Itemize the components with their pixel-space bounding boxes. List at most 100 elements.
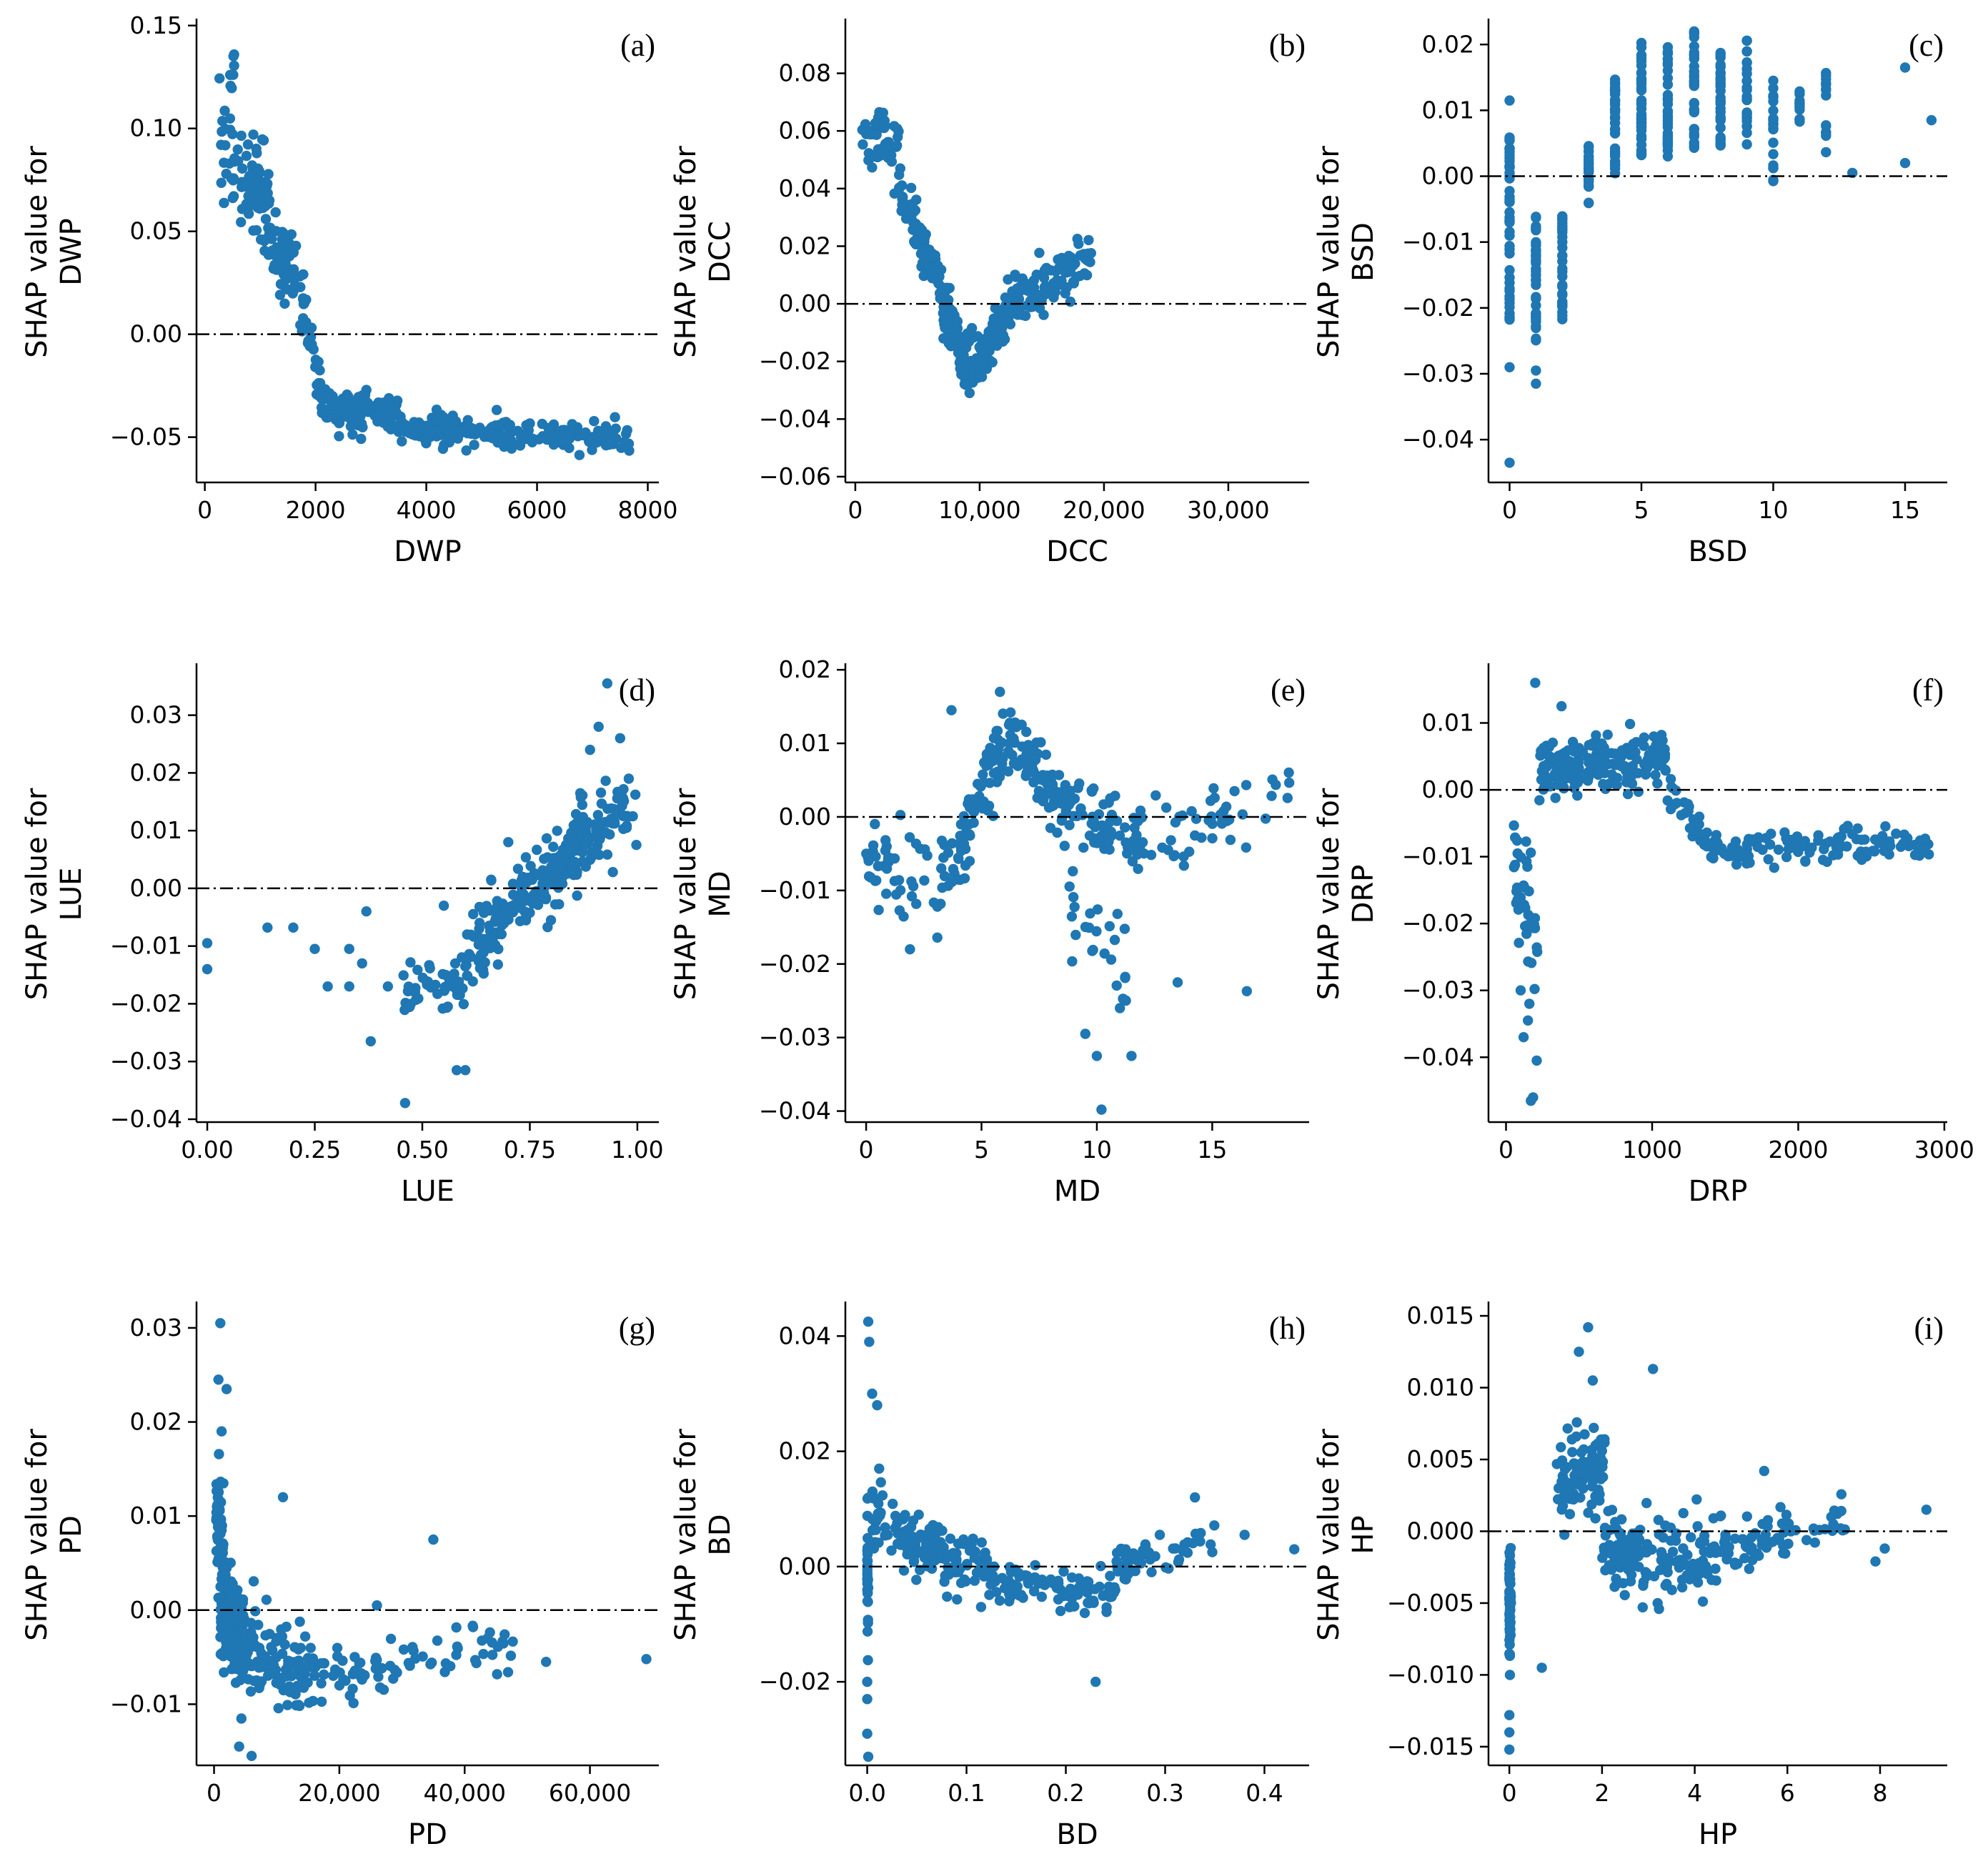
data-point bbox=[1891, 828, 1902, 839]
data-point bbox=[492, 959, 503, 970]
panel-tag: (a) bbox=[620, 28, 655, 63]
data-point bbox=[232, 144, 243, 155]
data-point bbox=[1554, 1482, 1564, 1494]
y-tick-label: 0.03 bbox=[130, 1314, 182, 1342]
data-point bbox=[874, 1463, 885, 1474]
data-point bbox=[319, 1658, 329, 1669]
data-point bbox=[234, 1741, 244, 1752]
data-point bbox=[1012, 283, 1023, 294]
data-point bbox=[1821, 70, 1832, 81]
y-axis-label: SHAP value forDRP bbox=[1313, 788, 1380, 1000]
data-point bbox=[356, 433, 367, 445]
data-point bbox=[863, 1317, 874, 1327]
x-tick-label: 8000 bbox=[618, 496, 678, 524]
scatter-points bbox=[202, 678, 642, 1109]
data-point bbox=[966, 1539, 977, 1550]
data-point bbox=[1509, 859, 1521, 871]
data-point bbox=[1004, 1596, 1015, 1607]
data-point bbox=[867, 1486, 878, 1497]
data-point bbox=[1534, 795, 1545, 805]
data-point bbox=[937, 1525, 948, 1536]
data-point bbox=[438, 412, 449, 423]
data-point bbox=[1611, 780, 1622, 790]
data-point bbox=[1038, 793, 1049, 804]
y-tick-label: −0.04 bbox=[1402, 425, 1474, 453]
data-point bbox=[1679, 797, 1689, 808]
data-point bbox=[332, 1651, 343, 1662]
data-point bbox=[243, 1659, 254, 1670]
data-point bbox=[905, 1522, 917, 1532]
data-point bbox=[1821, 147, 1832, 158]
data-point bbox=[271, 1632, 282, 1643]
panel-tag: (h) bbox=[1269, 1311, 1306, 1346]
data-point bbox=[1609, 85, 1621, 96]
y-tick-label: 0.05 bbox=[130, 217, 182, 245]
data-point bbox=[455, 425, 466, 437]
data-point bbox=[532, 844, 542, 856]
data-point bbox=[1594, 1489, 1605, 1499]
y-tick-label: 0.005 bbox=[1407, 1445, 1474, 1473]
data-point bbox=[309, 1670, 320, 1681]
data-point bbox=[873, 905, 884, 916]
data-point bbox=[243, 208, 254, 219]
data-point bbox=[1609, 124, 1621, 134]
data-point bbox=[1551, 1459, 1562, 1469]
y-tick-label: 0.010 bbox=[1407, 1374, 1474, 1402]
data-point bbox=[554, 899, 565, 910]
x-tick-label: 0 bbox=[1499, 1136, 1514, 1164]
data-point bbox=[1926, 115, 1937, 126]
data-point bbox=[458, 998, 469, 1010]
data-point bbox=[1744, 1563, 1754, 1575]
y-tick-label: 0.04 bbox=[779, 174, 831, 202]
data-point bbox=[940, 322, 950, 333]
data-point bbox=[220, 140, 231, 151]
data-point bbox=[959, 379, 970, 390]
data-point bbox=[378, 1685, 389, 1695]
data-point bbox=[1785, 1526, 1796, 1537]
data-point bbox=[1003, 745, 1014, 757]
data-point bbox=[1586, 1499, 1597, 1510]
data-point bbox=[1557, 1500, 1569, 1511]
data-point bbox=[991, 340, 1003, 351]
x-axis-label: DWP bbox=[394, 535, 461, 568]
data-point bbox=[274, 289, 286, 300]
data-point bbox=[873, 861, 884, 872]
data-point bbox=[1057, 257, 1068, 268]
data-point bbox=[946, 705, 957, 715]
data-point bbox=[1166, 835, 1176, 846]
data-point bbox=[1103, 836, 1114, 847]
data-point bbox=[1120, 1544, 1131, 1555]
data-point bbox=[1642, 762, 1653, 773]
data-point bbox=[870, 1525, 881, 1535]
data-point bbox=[1702, 1569, 1713, 1580]
y-tick-label: 0.00 bbox=[130, 320, 182, 348]
data-point bbox=[215, 1318, 226, 1329]
y-axis-label-line: DCC bbox=[704, 221, 737, 283]
data-point bbox=[1636, 37, 1647, 49]
data-point bbox=[1536, 1662, 1547, 1673]
data-point bbox=[1636, 49, 1647, 61]
data-point bbox=[641, 1654, 652, 1665]
data-point bbox=[348, 1697, 359, 1709]
data-point bbox=[893, 1528, 903, 1539]
data-point bbox=[1178, 861, 1190, 871]
data-point bbox=[1053, 1575, 1064, 1586]
data-point bbox=[410, 1653, 421, 1664]
x-tick-label: 0 bbox=[859, 1136, 874, 1164]
y-tick-label: −0.015 bbox=[1387, 1732, 1474, 1760]
data-point bbox=[877, 1490, 888, 1501]
y-tick-label: −0.04 bbox=[759, 405, 831, 432]
data-point bbox=[1069, 901, 1080, 913]
data-point bbox=[1112, 1564, 1123, 1575]
data-point bbox=[611, 433, 622, 444]
data-point bbox=[1003, 766, 1014, 777]
chart-panel-1: 0 2000 4000 6000 8000 −0.05 0.00 0.05 0.10 0.15 DW… bbox=[21, 11, 677, 568]
data-point bbox=[1531, 293, 1541, 304]
data-point bbox=[508, 426, 519, 437]
data-point bbox=[224, 69, 236, 81]
data-point bbox=[1283, 778, 1295, 788]
data-point bbox=[1090, 1676, 1101, 1687]
data-point bbox=[491, 405, 502, 415]
data-point bbox=[610, 412, 620, 422]
data-point bbox=[1630, 1552, 1641, 1563]
